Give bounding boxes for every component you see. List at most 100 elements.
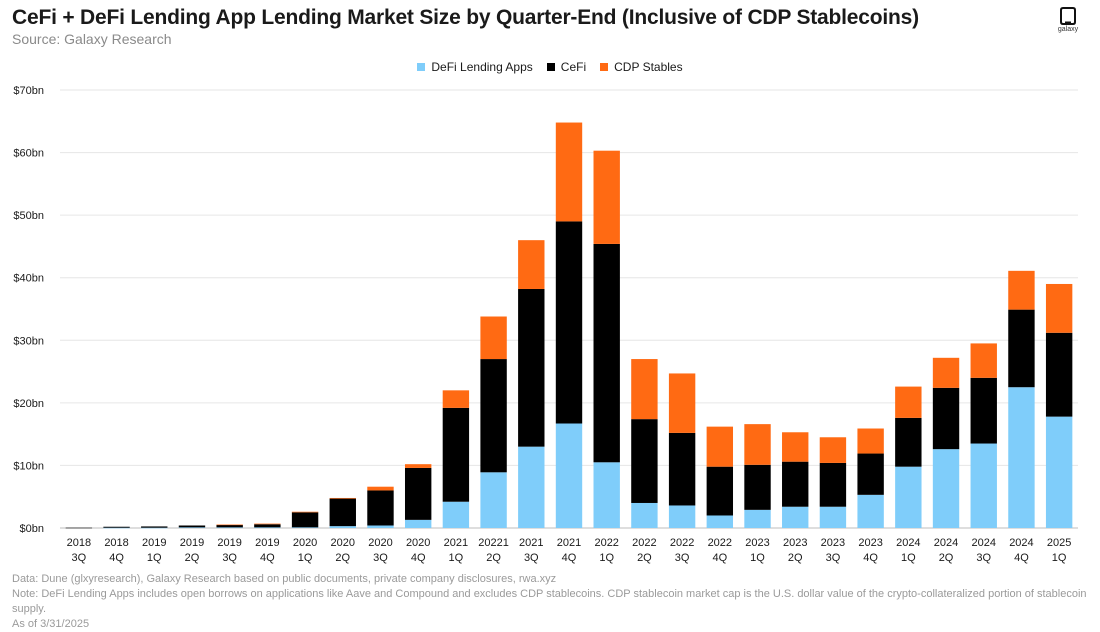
bar-segment-cdp xyxy=(404,464,432,468)
bar-segment-cdp xyxy=(1045,283,1073,333)
x-tick-year: 2018 xyxy=(104,537,128,549)
y-tick-label: $30bn xyxy=(13,335,44,347)
bar-segment-cefi xyxy=(970,377,997,444)
bar-segment-cdp xyxy=(895,386,922,418)
galaxy-logo-icon xyxy=(1060,7,1076,25)
bar-segment-cefi xyxy=(593,243,620,463)
bar-segment-defi xyxy=(593,462,620,528)
y-tick-label: $60bn xyxy=(13,148,44,160)
bar-segment-cefi xyxy=(141,526,168,528)
bar-segment-defi xyxy=(631,502,658,528)
x-tick-year: 2024 xyxy=(1009,537,1033,549)
bar-segment-defi xyxy=(895,466,922,528)
bar-segment-cdp xyxy=(593,150,620,244)
x-tick-year: 2020 xyxy=(293,537,317,549)
x-tick-quarter: 2Q xyxy=(335,552,350,564)
legend-swatch-cdp xyxy=(600,63,609,71)
x-tick-quarter: 4Q xyxy=(411,552,426,564)
bar-segment-cefi xyxy=(518,288,545,447)
bar-segment-cefi xyxy=(782,461,809,507)
chart-subtitle: Source: Galaxy Research xyxy=(12,31,172,47)
x-tick-quarter: 3Q xyxy=(373,552,388,564)
x-tick-year: 2022 xyxy=(594,537,618,549)
y-tick-label: $40bn xyxy=(13,273,44,285)
x-tick-quarter: 3Q xyxy=(826,552,841,564)
x-tick-year: 2023 xyxy=(745,537,769,549)
bar-segment-defi xyxy=(480,472,507,528)
y-tick-label: $10bn xyxy=(13,460,44,472)
x-tick-year: 2022 xyxy=(708,537,732,549)
logo-text: galaxy xyxy=(1057,26,1079,33)
bar-segment-cefi xyxy=(329,498,356,527)
x-tick-year: 2024 xyxy=(934,537,958,549)
x-tick-quarter: 2Q xyxy=(486,552,501,564)
x-tick-year: 2023 xyxy=(783,537,807,549)
bar-segment-cefi xyxy=(367,490,394,526)
bar-segment-cdp xyxy=(254,523,281,525)
galaxy-logo: galaxy xyxy=(1050,7,1086,33)
x-tick-year: 2023 xyxy=(821,537,845,549)
bar-segment-cefi xyxy=(178,525,206,528)
bar-segment-cefi xyxy=(932,387,960,450)
bar-segment-defi xyxy=(1008,387,1035,528)
stacked-bar-chart: $0bn $10bn $20bn $30bn $40bn $50bn $60bn $70bn 2… xyxy=(13,85,1078,564)
legend-label-cdp: CDP Stables xyxy=(614,60,683,74)
bar-segment-defi xyxy=(970,443,997,528)
bar-segment-cdp xyxy=(480,316,507,360)
x-tick-year: 2019 xyxy=(217,537,241,549)
bar-segment-cefi xyxy=(819,462,847,507)
x-tick-year: 20221 xyxy=(478,537,509,549)
bar-segment-cdp xyxy=(744,424,771,465)
x-tick-year: 2019 xyxy=(255,537,279,549)
x-tick-year: 2024 xyxy=(896,537,920,549)
x-tick-quarter: 1Q xyxy=(599,552,614,564)
legend-item-cefi: CeFi xyxy=(546,60,587,74)
bar-segment-cdp xyxy=(782,432,809,462)
x-tick-quarter: 1Q xyxy=(750,552,765,564)
legend-item-defi: DeFi Lending Apps xyxy=(417,60,533,74)
x-tick-quarter: 3Q xyxy=(222,552,237,564)
legend-swatch-defi xyxy=(417,63,426,71)
bar-segment-cdp xyxy=(819,437,847,463)
bar-segment-cefi xyxy=(668,432,696,506)
y-tick-label: $20bn xyxy=(13,398,44,410)
bar-segment-defi xyxy=(103,527,130,529)
x-tick-year: 2021 xyxy=(519,537,543,549)
x-tick-quarter: 2Q xyxy=(185,552,200,564)
bar-segment-cefi xyxy=(480,359,507,473)
bar-segment-cdp xyxy=(706,426,734,467)
bar-segment-defi xyxy=(857,494,884,528)
bar-segment-defi xyxy=(141,527,168,529)
x-tick-quarter: 3Q xyxy=(524,552,539,564)
bar-segment-defi xyxy=(518,446,545,528)
x-tick-year: 2022 xyxy=(632,537,656,549)
bar-segment-cdp xyxy=(291,511,319,513)
x-tick-year: 2022 xyxy=(670,537,694,549)
bar-segment-defi xyxy=(744,509,771,528)
x-tick-quarter: 2Q xyxy=(939,552,954,564)
bar-segment-defi xyxy=(668,505,696,528)
bar-segment-defi xyxy=(932,449,960,528)
bar-segment-defi xyxy=(254,527,281,528)
x-tick-quarter: 4Q xyxy=(1014,552,1029,564)
x-tick-year: 2019 xyxy=(142,537,166,549)
x-tick-quarter: 4Q xyxy=(712,552,727,564)
bar-segment-cdp xyxy=(367,486,394,491)
bar-segment-defi xyxy=(404,519,432,528)
chart-title: CeFi + DeFi Lending App Lending Market S… xyxy=(12,6,919,29)
footnote-note: Note: DeFi Lending Apps includes open bo… xyxy=(12,588,1087,615)
x-tick-quarter: 4Q xyxy=(260,552,275,564)
chart-legend: DeFi Lending Apps CeFi CDP Stables xyxy=(0,60,1100,74)
x-tick-year: 2024 xyxy=(971,537,995,549)
y-tick-label: $50bn xyxy=(13,210,44,222)
bar-segment-cdp xyxy=(668,373,696,433)
legend-label-cefi: CeFi xyxy=(560,60,587,74)
x-tick-year: 2020 xyxy=(406,537,430,549)
footnotes: Data: Dune (glxyresearch), Galaxy Resear… xyxy=(12,572,1100,632)
bar-segment-cdp xyxy=(857,428,884,454)
bar-segment-cefi xyxy=(254,524,281,528)
bar-segment-cdp xyxy=(329,497,356,499)
x-tick-quarter: 1Q xyxy=(449,552,464,564)
bar-segment-cefi xyxy=(103,526,130,528)
footnote-as-of: As of 3/31/2025 xyxy=(12,618,90,630)
